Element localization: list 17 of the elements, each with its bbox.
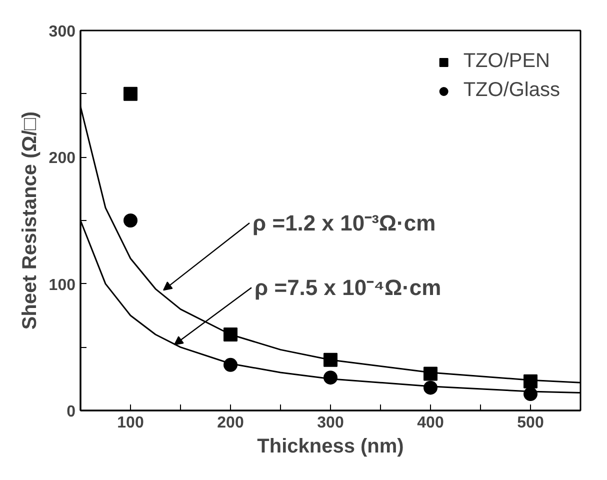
- y-tick-label: 200: [48, 150, 76, 168]
- legend-label: TZO/Glass: [463, 79, 560, 102]
- y-tick-label: 100: [48, 276, 76, 294]
- x-tick-label: 100: [117, 414, 144, 432]
- x-axis-title: Thickness (nm): [257, 436, 404, 458]
- y-tick-label: 300: [48, 24, 76, 40]
- point: [124, 86, 138, 101]
- x-tick-label: 300: [317, 414, 344, 432]
- y-tick-label: 0: [66, 404, 76, 420]
- x-tick-label: 500: [517, 414, 544, 432]
- annotation: ρ =7.5 x 10⁻⁴Ω·cm: [254, 275, 442, 300]
- x-tick-label: 400: [417, 414, 444, 432]
- x-tick-label: 200: [217, 414, 244, 432]
- y-axis-title: Sheet Resistance (Ω/□): [18, 111, 41, 330]
- legend-label: TZO/PEN: [463, 50, 550, 73]
- annotation: ρ =1.2 x 10⁻³Ω·cm: [252, 210, 436, 236]
- point: [124, 214, 138, 228]
